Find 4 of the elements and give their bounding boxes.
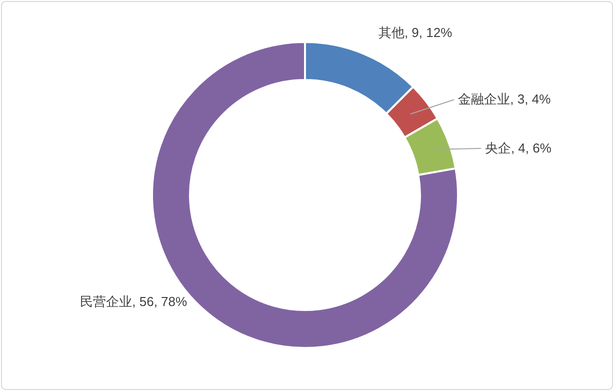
slice-label: 其他, 9, 12%	[378, 25, 453, 40]
slice-label: 金融企业, 3, 4%	[458, 92, 552, 107]
slice-label: 民营企业, 56, 78%	[80, 294, 188, 309]
slice-label: 央企, 4, 6%	[484, 140, 552, 156]
